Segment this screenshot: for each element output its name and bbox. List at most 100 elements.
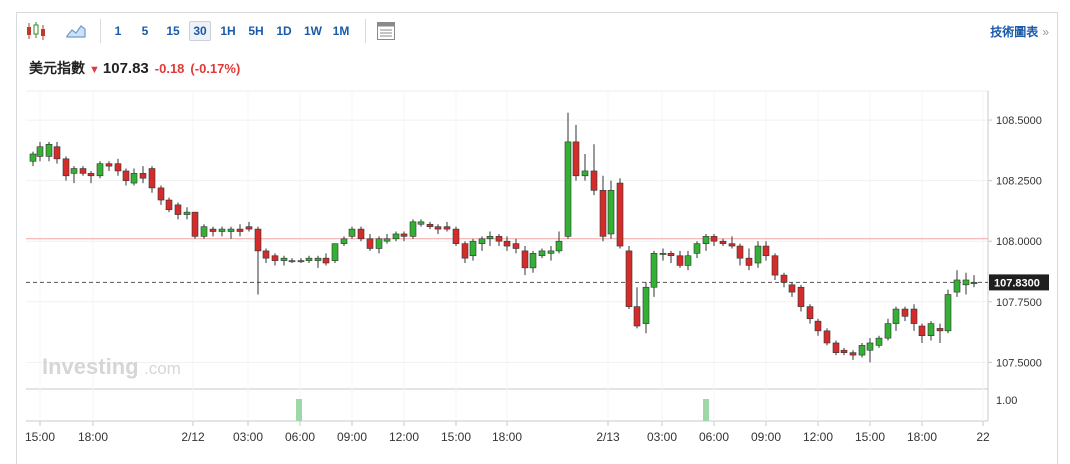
candle-body [590, 170, 598, 191]
candle-body [426, 223, 434, 227]
candle-body [840, 349, 848, 353]
price-axis-labels: 107.5000 107.7500 108.0000 108.2500 108.5000 [988, 115, 1042, 369]
y-tick-label: 108.0000 [996, 236, 1042, 248]
candle-body [174, 204, 182, 215]
x-tick-label: 12:00 [389, 430, 419, 444]
candle-body [383, 238, 391, 242]
candle-body [728, 243, 736, 247]
candle [105, 161, 113, 171]
candle [262, 248, 270, 264]
y-tick-label: 108.2500 [996, 176, 1042, 188]
candle-body [495, 236, 503, 242]
candle [45, 141, 53, 162]
toolbar-divider [365, 19, 366, 43]
candle-body [62, 158, 70, 177]
technical-chart-link[interactable]: 技術圖表» [990, 23, 1049, 40]
candle-body [788, 284, 796, 293]
candle-body [512, 243, 520, 249]
interval-5[interactable]: 5 [141, 24, 149, 38]
candle [461, 241, 469, 264]
x-tick-label: 03:00 [647, 430, 677, 444]
candle [529, 250, 537, 273]
candle [832, 340, 840, 356]
candle-body [400, 233, 408, 237]
interval-5h[interactable]: 5H [248, 24, 264, 38]
data-table-icon[interactable] [375, 20, 397, 42]
candle [245, 221, 253, 232]
candle [667, 250, 675, 264]
instrument-name: 美元指數 [29, 60, 85, 76]
candle-body [114, 163, 122, 172]
candle [79, 166, 87, 176]
candle-body [745, 257, 753, 266]
candle [495, 233, 503, 247]
x-tick-label: 18:00 [492, 430, 522, 444]
candle [806, 304, 814, 324]
candle [305, 255, 313, 264]
chart-widget: 1 5 15 30 1H 5H 1D 1W 1M 技術圖表» 美元指數 ▼ 107.… [16, 12, 1058, 464]
candle [650, 250, 658, 297]
candle [114, 158, 122, 176]
candle [590, 144, 598, 196]
candle-body [434, 226, 442, 230]
candle [918, 323, 926, 343]
candle-body [87, 173, 95, 177]
x-tick-label: 06:00 [285, 430, 315, 444]
interval-1h[interactable]: 1H [220, 24, 236, 38]
interval-1d[interactable]: 1D [276, 24, 292, 38]
candle [452, 226, 460, 247]
candle [927, 321, 935, 341]
chart-toolbar: 1 5 15 30 1H 5H 1D 1W 1M 技術圖表» [17, 13, 1057, 49]
candle-body [53, 146, 61, 160]
interval-1m[interactable]: 1M [332, 24, 350, 38]
candlestick-icon[interactable] [25, 20, 47, 42]
candle-body [616, 182, 624, 247]
interval-1w[interactable]: 1W [304, 24, 322, 38]
candle [357, 226, 365, 242]
candle-body [832, 342, 840, 353]
candle-body [165, 199, 173, 211]
candle [375, 236, 383, 254]
candle-body [780, 274, 788, 283]
candle [400, 231, 408, 242]
candle [814, 318, 822, 336]
candle-body [280, 257, 288, 261]
candle-body [478, 238, 486, 244]
candle-body [572, 141, 580, 177]
candle [901, 306, 909, 322]
candle [62, 156, 70, 181]
candle-body [200, 226, 208, 237]
candle-body [148, 168, 156, 189]
area-chart-icon[interactable] [65, 20, 87, 42]
candle-body [962, 279, 970, 286]
interval-30[interactable]: 30 [189, 21, 211, 41]
candle [754, 241, 762, 268]
candle [218, 226, 226, 237]
candle [642, 282, 650, 334]
candle [970, 275, 978, 288]
interval-1[interactable]: 1 [114, 24, 122, 38]
candle [892, 306, 900, 331]
x-tick-label: 15:00 [441, 430, 471, 444]
candle [174, 202, 182, 220]
candle-body [814, 320, 822, 332]
candle-body [884, 323, 892, 339]
candle-body [357, 228, 365, 240]
candle [366, 233, 374, 251]
candle [797, 284, 805, 312]
down-arrow-icon: ▼ [89, 64, 100, 76]
candle-body [245, 226, 253, 230]
candle [280, 255, 288, 266]
toolbar-divider [100, 19, 101, 43]
candle [383, 233, 391, 244]
candle-body [684, 255, 692, 266]
candle-body [503, 240, 511, 247]
interval-15[interactable]: 15 [166, 24, 180, 38]
candle-body [417, 221, 425, 225]
candle [547, 246, 555, 261]
candle-body [607, 190, 615, 235]
x-tick-label: 18:00 [78, 430, 108, 444]
candle-body [521, 250, 529, 269]
candle-body [297, 260, 305, 263]
